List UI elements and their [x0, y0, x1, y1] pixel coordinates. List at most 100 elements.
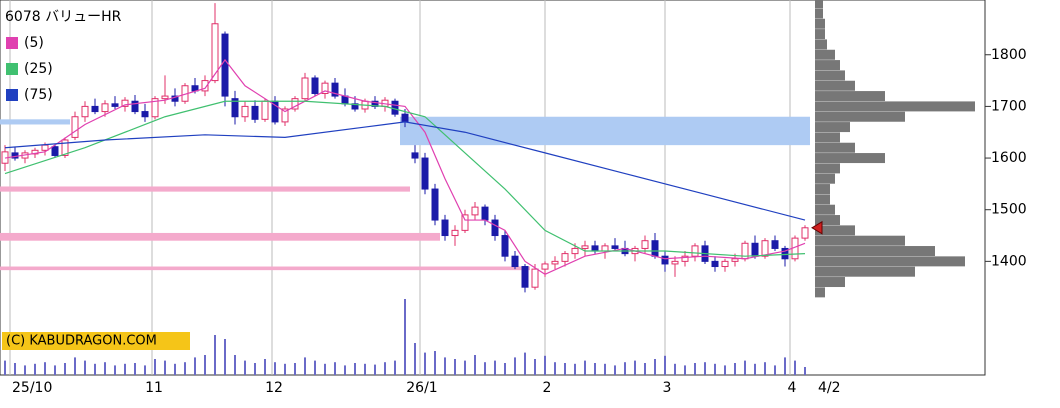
candle-body	[211, 23, 219, 82]
volume-bar	[644, 363, 646, 375]
volume-bar	[174, 363, 176, 375]
candle-body	[651, 240, 659, 257]
last-price-marker	[811, 220, 823, 235]
candle-body	[321, 82, 329, 94]
candle-body	[561, 253, 569, 262]
candle-body	[661, 255, 669, 265]
volume-profile-bar	[815, 132, 840, 143]
candle-body	[461, 214, 469, 231]
legend-label: (75)	[24, 87, 53, 103]
candle-body	[801, 227, 809, 239]
x-tick-label: 3	[663, 380, 672, 396]
volume-profile-bar	[815, 173, 835, 184]
volume-bar	[674, 363, 676, 375]
volume-profile-bar	[815, 266, 915, 277]
volume-bar	[434, 351, 436, 375]
volume-bar	[404, 299, 406, 375]
candle-body	[471, 206, 479, 216]
candle-body	[761, 240, 769, 257]
volume-profile-bar	[815, 8, 823, 19]
candle-body	[591, 245, 599, 252]
volume-bar	[204, 355, 206, 375]
candle-body	[71, 116, 79, 138]
volume-bar	[184, 362, 186, 375]
volume-bar	[554, 362, 556, 375]
volume-bar	[594, 363, 596, 375]
volume-profile-bar	[815, 91, 885, 102]
candle-body	[51, 146, 59, 156]
candle-body	[571, 247, 579, 255]
volume-bar	[144, 365, 146, 375]
candle-body	[721, 260, 729, 268]
volume-bar	[454, 359, 456, 375]
volume-bar	[484, 362, 486, 375]
legend-swatch	[6, 63, 18, 75]
volume-bar	[704, 362, 706, 375]
candle-body	[221, 33, 229, 97]
volume-bar	[724, 365, 726, 375]
candle-body	[101, 103, 109, 113]
candle-body	[351, 103, 359, 110]
candle-body	[311, 77, 319, 94]
moving-average	[4, 100, 806, 257]
x-tick-label: 26/1	[406, 380, 437, 396]
volume-bar	[694, 363, 696, 375]
candle-body	[161, 95, 169, 100]
volume-bar	[124, 363, 126, 375]
moving-average	[4, 121, 806, 221]
volume-bar	[604, 363, 606, 375]
volume-bar	[234, 355, 236, 375]
moving-average	[4, 58, 806, 275]
volume-bar	[474, 355, 476, 375]
x-tick-label: 12	[265, 380, 283, 396]
volume-profile-bar	[815, 287, 825, 298]
x-tick-label: 25/10	[12, 380, 52, 396]
candle-body	[491, 219, 499, 237]
volume-profile-bar	[815, 184, 830, 195]
candle-body	[61, 139, 69, 156]
volume-bar	[284, 363, 286, 375]
candle-body	[421, 157, 429, 190]
candle-body	[91, 105, 99, 113]
volume-bar	[354, 363, 356, 375]
volume-profile-bar	[815, 29, 825, 40]
volume-bar	[564, 363, 566, 375]
volume-bar	[114, 365, 116, 375]
volume-bar	[4, 360, 6, 375]
volume-profile-bar	[815, 101, 975, 112]
volume-profile-bar	[815, 0, 823, 9]
volume-profile-bar	[815, 277, 845, 288]
candle-body	[541, 263, 549, 270]
x-tick-label: 2	[543, 380, 552, 396]
volume-bar	[794, 360, 796, 375]
volume-bar	[264, 359, 266, 375]
x-tick-label: 4/2	[818, 380, 841, 396]
volume-bar	[294, 363, 296, 375]
volume-bar	[44, 362, 46, 375]
candle-body	[341, 95, 349, 105]
y-tick-label: 1500	[991, 202, 1027, 218]
volume-bar	[534, 359, 536, 375]
volume-bar	[364, 363, 366, 375]
legend-swatch	[6, 37, 18, 49]
candle-body	[151, 98, 159, 118]
volume-bar	[684, 365, 686, 375]
volume-profile-bar	[815, 246, 935, 257]
candle-body	[261, 100, 269, 120]
candle-body	[731, 258, 739, 262]
x-tick-label: 4	[788, 380, 797, 396]
candle-body	[141, 111, 149, 118]
copyright-box	[2, 332, 190, 350]
volume-profile-bar	[815, 111, 905, 122]
candle-body	[411, 152, 419, 159]
candle-body	[751, 242, 759, 257]
x-tick-label: 11	[145, 380, 163, 396]
candle-body	[511, 255, 519, 268]
y-tick-label: 1800	[991, 47, 1027, 63]
volume-profile-bar	[815, 70, 845, 81]
candle-body	[521, 266, 529, 288]
candle-body	[551, 260, 559, 265]
legend-label: (25)	[24, 61, 53, 77]
y-tick-label: 1700	[991, 98, 1027, 114]
volume-profile-bar	[815, 235, 905, 246]
